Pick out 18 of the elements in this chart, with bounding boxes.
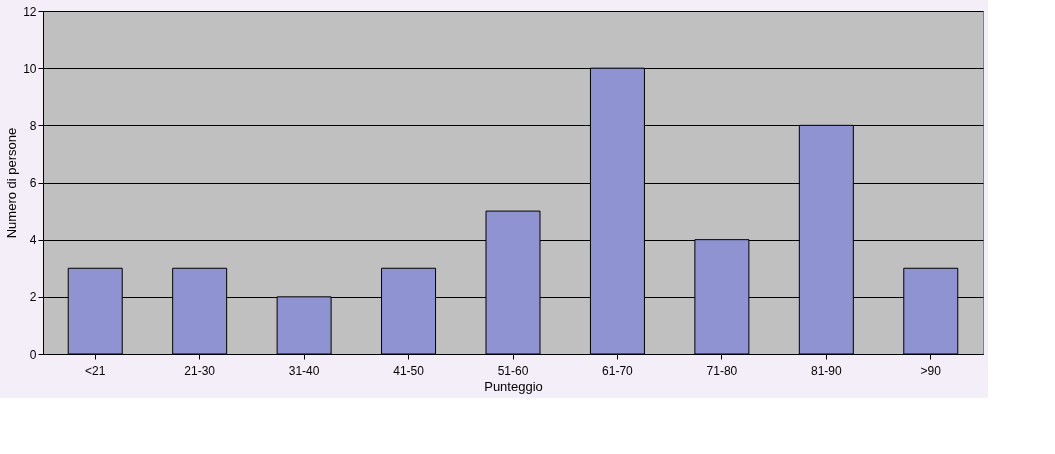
y-tick-label: 10 bbox=[23, 61, 37, 76]
y-tick-label: 12 bbox=[23, 4, 37, 19]
y-tick-label: 2 bbox=[29, 290, 37, 305]
y-tick-label: 6 bbox=[29, 176, 37, 190]
x-tick-label: 31-40 bbox=[288, 363, 320, 378]
x-tick-label: <21 bbox=[85, 363, 106, 378]
x-tick-label: 81-90 bbox=[810, 363, 842, 378]
y-axis-title: Numero di persone bbox=[4, 127, 20, 239]
y-tick-label: 4 bbox=[29, 233, 37, 248]
x-tick-label: 41-50 bbox=[393, 363, 425, 378]
x-tick-label: 71-80 bbox=[706, 363, 738, 378]
x-axis-title: Punteggio bbox=[484, 378, 543, 394]
y-tick-label: 0 bbox=[29, 347, 37, 362]
x-tick-label: >90 bbox=[920, 363, 942, 378]
x-tick-label: 21-30 bbox=[184, 363, 216, 378]
y-tick-label: 8 bbox=[29, 118, 37, 133]
x-tick-label: 51-60 bbox=[497, 363, 529, 378]
x-tick-label: 61-70 bbox=[602, 363, 634, 378]
